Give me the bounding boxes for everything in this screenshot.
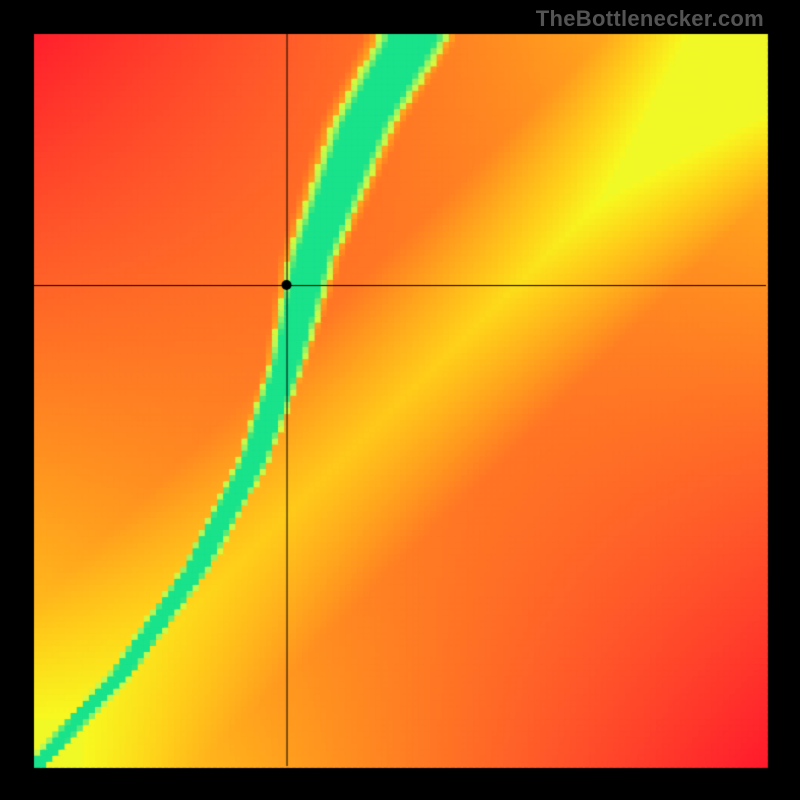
watermark-text: TheBottlenecker.com: [536, 6, 764, 32]
chart-container: TheBottlenecker.com: [0, 0, 800, 800]
bottleneck-heatmap: [0, 0, 800, 800]
